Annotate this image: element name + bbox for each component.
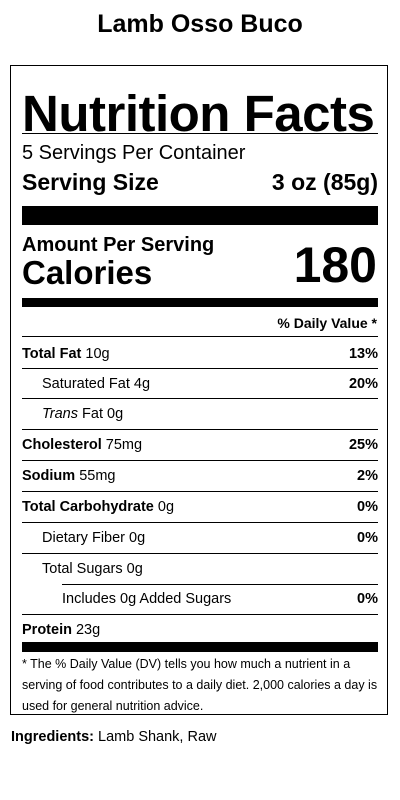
divider	[22, 553, 378, 554]
product-title: Lamb Osso Buco	[97, 10, 303, 38]
calories-value: 180	[293, 237, 377, 293]
divider	[62, 584, 378, 585]
servings-per-container: 5 Servings Per Container	[22, 142, 246, 164]
nutrient-row-protein: Protein 23g	[22, 615, 378, 645]
amount-per-serving: Amount Per Serving	[22, 234, 215, 256]
nutrient-row-added-sugars: Includes 0g Added Sugars 0%	[22, 584, 378, 614]
serving-size-row: Serving Size 3 oz (85g)	[22, 167, 378, 197]
nutrient-name: Total Sugars	[42, 561, 123, 577]
ingredients-value: Lamb Shank, Raw	[98, 729, 217, 745]
divider	[22, 398, 378, 399]
daily-value-header: % Daily Value *	[277, 315, 377, 331]
ingredients-label: Ingredients:	[11, 729, 94, 745]
daily-value-footnote: * The % Daily Value (DV) tells you how m…	[22, 657, 378, 713]
nutrient-row-total-carbohydrate: Total Carbohydrate 0g 0%	[22, 492, 378, 522]
divider	[22, 336, 378, 337]
nutrient-dv: 2%	[357, 468, 378, 484]
divider	[22, 522, 378, 523]
nutrient-name-italic: Trans	[42, 406, 78, 422]
nutrient-name: Dietary Fiber	[42, 530, 125, 546]
divider	[22, 133, 378, 134]
calories-label: Calories	[22, 254, 153, 291]
nutrient-amount: 0g	[126, 561, 143, 577]
nutrient-name: Saturated Fat	[42, 376, 130, 392]
nutrient-name: Fat	[82, 406, 103, 422]
divider	[22, 614, 378, 615]
nutrient-name: Includes 0g Added Sugars	[62, 591, 232, 607]
nutrient-dv: 13%	[348, 346, 378, 362]
nutrient-row-total-sugars: Total Sugars 0g	[22, 554, 378, 584]
nutrient-amount: 4g	[133, 376, 151, 392]
nutrient-row-saturated-fat: Saturated Fat 4g 20%	[22, 369, 378, 399]
thick-divider	[22, 642, 378, 652]
nutrient-name: Total Fat	[22, 346, 82, 362]
divider	[22, 429, 378, 430]
nutrition-label: Nutrition Facts 5 Servings Per Container…	[10, 65, 388, 715]
nutrient-dv: 25%	[348, 437, 378, 453]
nutrient-amount: 0g	[129, 530, 146, 546]
nutrient-dv: 0%	[357, 499, 378, 515]
serving-size-label: Serving Size	[22, 169, 159, 195]
nutrient-name: Cholesterol	[22, 437, 102, 453]
nutrient-row-sodium: Sodium 55mg 2%	[22, 461, 378, 491]
divider	[22, 368, 378, 369]
ingredients: Ingredients: Lamb Shank, Raw	[11, 726, 217, 748]
nutrient-dv: 0%	[357, 591, 378, 607]
nutrient-name: Protein	[22, 622, 72, 638]
nutrient-row-trans-fat: Trans Fat 0g	[22, 399, 378, 429]
nutrient-dv: 0%	[357, 530, 378, 546]
nutrient-name: Total Carbohydrate	[22, 499, 154, 515]
nutrient-name: Sodium	[22, 468, 76, 484]
nutrient-row-total-fat: Total Fat 10g 13%	[22, 339, 378, 369]
nutrient-amount: 55mg	[79, 468, 116, 484]
divider	[22, 491, 378, 492]
nutrient-row-cholesterol: Cholesterol 75mg 25%	[22, 430, 378, 460]
nutrient-amount: 10g	[85, 346, 110, 362]
nutrient-amount: 0g	[157, 499, 175, 515]
nutrient-amount: 0g	[107, 406, 124, 422]
nutrition-facts-title: Nutrition Facts	[22, 85, 375, 142]
serving-size-value: 3 oz (85g)	[271, 169, 378, 195]
thick-divider	[22, 206, 378, 225]
nutrient-dv: 20%	[348, 376, 378, 392]
divider	[22, 460, 378, 461]
medium-divider	[22, 298, 378, 307]
nutrient-row-dietary-fiber: Dietary Fiber 0g 0%	[22, 523, 378, 553]
nutrient-amount: 23g	[75, 622, 101, 638]
nutrient-amount: 75mg	[105, 437, 143, 453]
